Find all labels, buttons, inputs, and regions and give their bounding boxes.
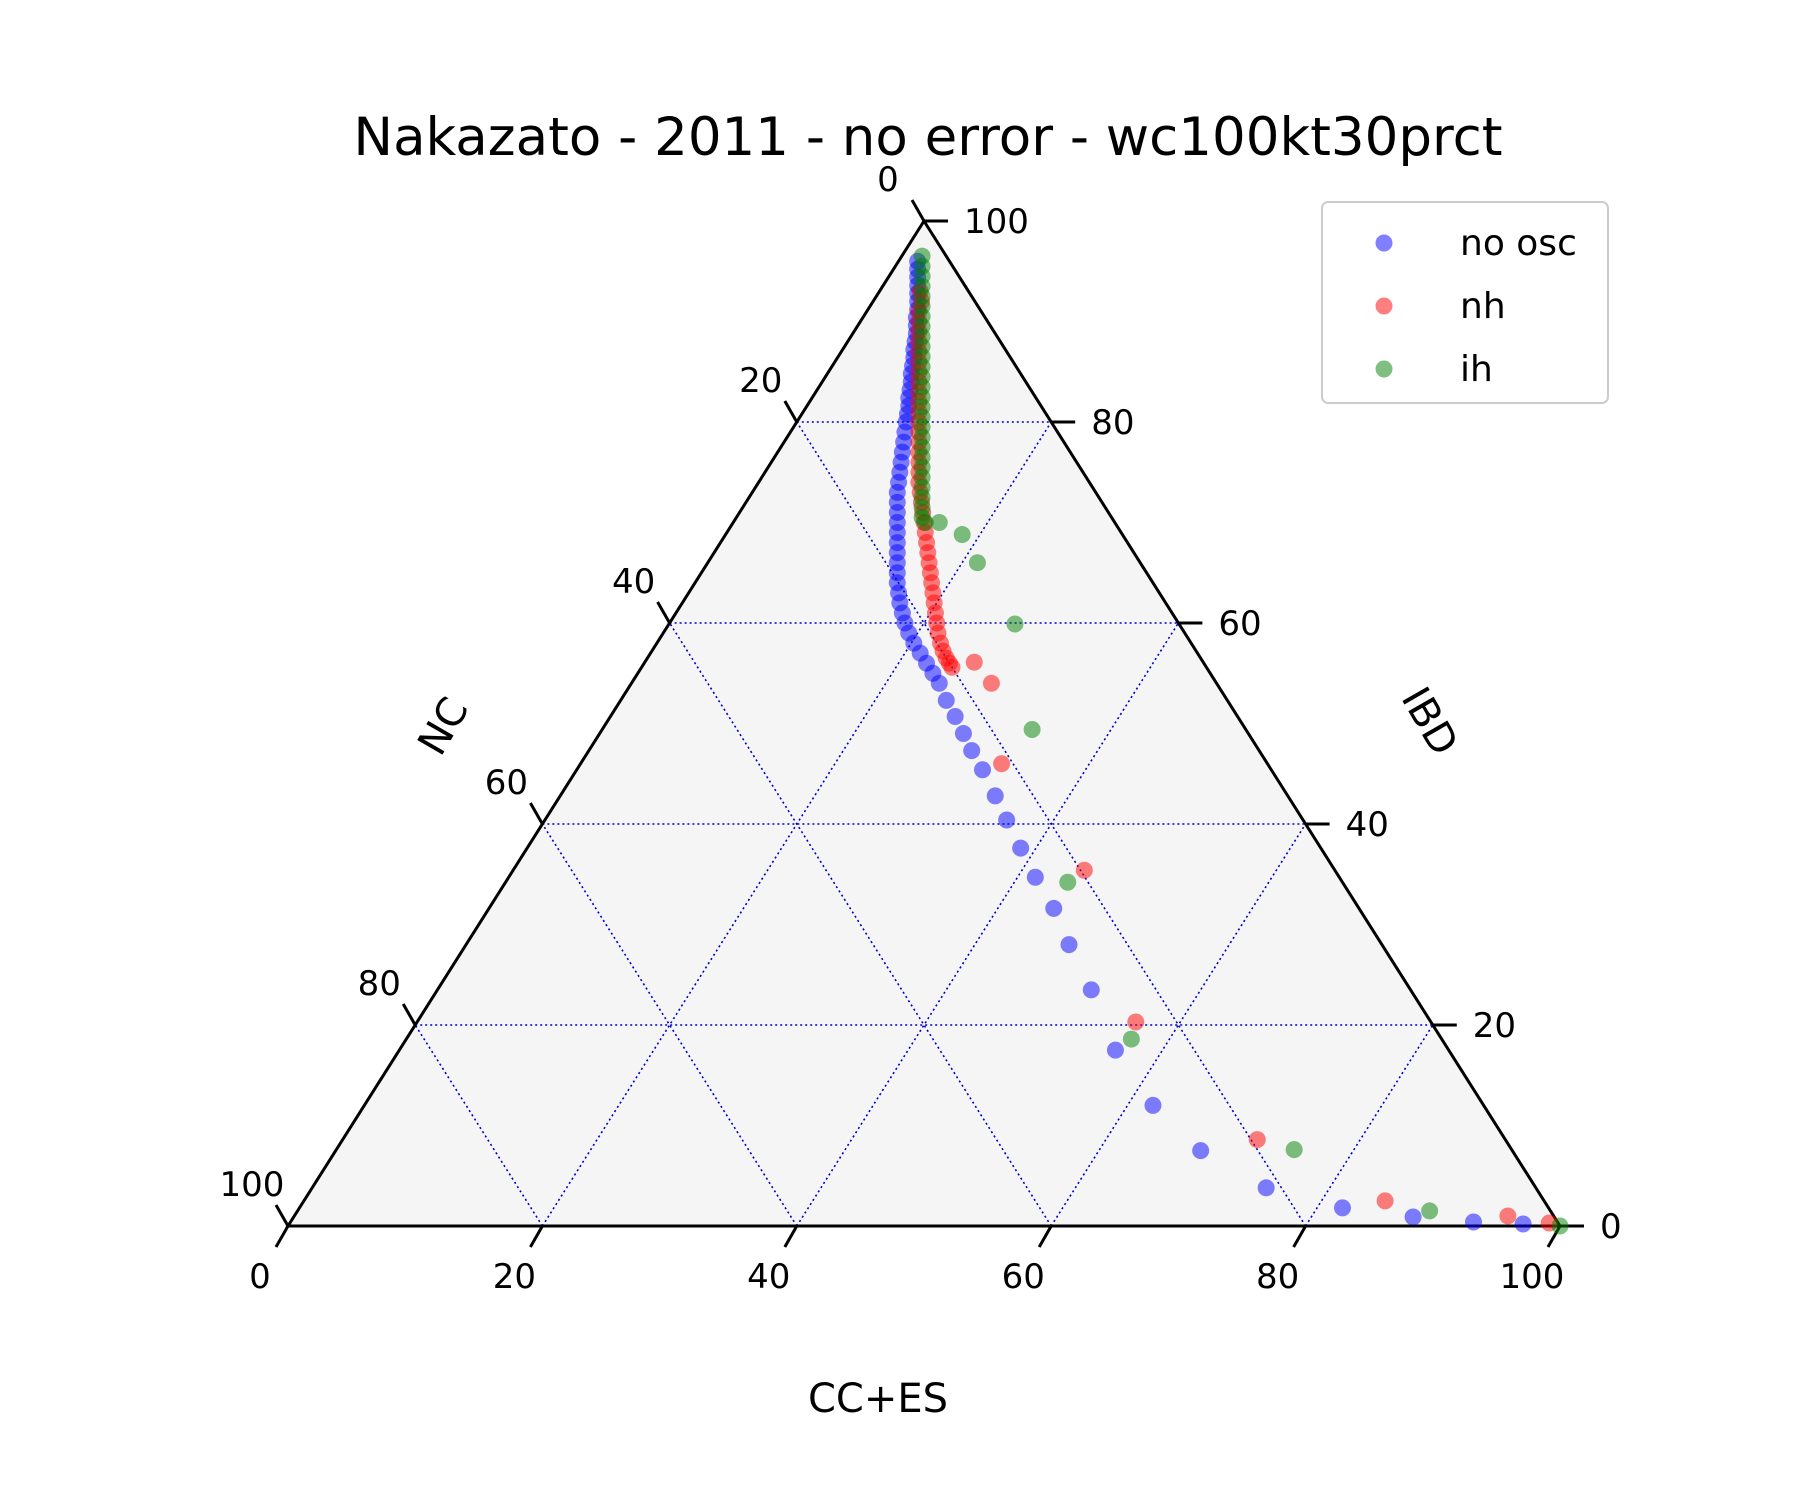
legend-label: ih xyxy=(1460,349,1493,390)
data-point xyxy=(930,514,948,531)
bottom-axis-ticks: 0 20 40 60 80 100 xyxy=(249,1225,1565,1297)
bottom-tick xyxy=(529,1225,544,1248)
data-point xyxy=(1514,1215,1532,1233)
data-point xyxy=(1059,873,1077,891)
triangle-background xyxy=(288,221,1560,1226)
left-tick-label: 20 xyxy=(739,361,782,401)
data-point xyxy=(965,653,983,671)
left-tick xyxy=(274,1204,290,1227)
data-point xyxy=(1026,868,1044,886)
legend-marker xyxy=(1375,360,1393,378)
data-point xyxy=(1421,1202,1439,1220)
data-point xyxy=(1285,1141,1303,1159)
data-point xyxy=(998,811,1016,829)
right-tick-label: 80 xyxy=(1091,403,1134,443)
legend-marker xyxy=(1375,297,1393,315)
chart-title: Nakazato - 2011 - no error - wc100kt30pr… xyxy=(353,107,1502,168)
bottom-tick-label: 80 xyxy=(1256,1257,1299,1297)
data-point xyxy=(954,725,972,743)
left-tick-label: 100 xyxy=(220,1165,285,1205)
scatter-points xyxy=(888,247,1569,1235)
data-point xyxy=(1551,1217,1569,1235)
data-point xyxy=(968,554,986,572)
plot-area xyxy=(285,218,1563,1228)
data-point xyxy=(1465,1213,1483,1231)
left-axis-ticks: 0 20 40 60 80 100 xyxy=(220,160,926,1227)
grid-lines xyxy=(414,421,1434,1227)
legend-box xyxy=(1321,201,1609,404)
left-tick-label: 0 xyxy=(877,160,899,200)
left-tick xyxy=(529,802,544,825)
bottom-tick-label: 60 xyxy=(1002,1257,1045,1297)
data-point xyxy=(1248,1131,1266,1149)
data-point xyxy=(1082,981,1100,999)
right-tick-label: 100 xyxy=(964,202,1029,242)
grid-line xyxy=(1050,823,1307,1227)
left-axis-label: NC xyxy=(409,690,478,763)
data-point xyxy=(1106,1041,1124,1059)
left-tick xyxy=(910,199,926,222)
bottom-axis-label: CC+ES xyxy=(808,1376,948,1422)
grid-line xyxy=(541,823,798,1227)
grid-line xyxy=(796,622,1180,1227)
data-point xyxy=(1045,899,1063,917)
data-point xyxy=(916,514,934,531)
data-point xyxy=(946,707,964,725)
data-point xyxy=(1144,1096,1162,1114)
legend: no osc nh ih xyxy=(1321,201,1609,404)
legend-label: nh xyxy=(1460,286,1506,327)
bottom-tick-label: 20 xyxy=(493,1257,536,1297)
left-tick-label: 60 xyxy=(485,763,528,803)
bottom-tick xyxy=(1292,1225,1307,1248)
data-point xyxy=(963,742,981,760)
data-point xyxy=(953,526,971,544)
data-point xyxy=(1060,936,1078,954)
data-point xyxy=(930,674,948,692)
data-point xyxy=(986,787,1004,805)
data-point xyxy=(993,755,1011,773)
data-point xyxy=(1122,1030,1140,1048)
grid-line xyxy=(668,622,1052,1227)
right-tick-label: 40 xyxy=(1346,805,1389,845)
data-point xyxy=(1127,1013,1145,1031)
data-point xyxy=(1376,1192,1394,1210)
bottom-tick-label: 0 xyxy=(249,1257,271,1297)
data-point xyxy=(1075,861,1093,879)
right-axis-ticks: 0 20 40 60 80 100 xyxy=(924,202,1622,1247)
left-tick xyxy=(401,1003,417,1026)
data-point xyxy=(937,691,955,709)
data-point xyxy=(943,658,961,676)
legend-items: no osc nh ih xyxy=(1375,223,1577,390)
series-ih xyxy=(913,247,1569,1235)
right-axis-label: IBD xyxy=(1392,680,1467,764)
bottom-tick xyxy=(783,1225,799,1248)
data-point xyxy=(1012,839,1030,857)
right-tick-label: 20 xyxy=(1473,1006,1516,1046)
data-point xyxy=(1333,1199,1351,1217)
grid-line xyxy=(796,421,1307,1227)
right-tick-label: 0 xyxy=(1600,1207,1622,1247)
left-tick xyxy=(656,601,671,624)
left-tick-label: 80 xyxy=(358,964,401,1004)
data-point xyxy=(1499,1207,1517,1225)
data-point xyxy=(1404,1208,1422,1226)
triangle-frame xyxy=(285,218,1563,1228)
data-point xyxy=(1192,1142,1210,1160)
data-point xyxy=(1006,615,1024,633)
bottom-tick xyxy=(274,1225,290,1248)
legend-marker xyxy=(1375,234,1393,252)
data-point xyxy=(1257,1179,1275,1197)
bottom-tick xyxy=(1037,1225,1053,1248)
bottom-tick-label: 100 xyxy=(1500,1257,1565,1297)
left-tick-label: 40 xyxy=(612,562,655,602)
data-point xyxy=(1023,721,1041,739)
left-tick xyxy=(783,400,799,423)
legend-label: no osc xyxy=(1460,223,1577,264)
right-tick-label: 60 xyxy=(1218,604,1261,644)
bottom-tick-label: 40 xyxy=(747,1257,790,1297)
data-point xyxy=(982,674,1000,692)
data-point xyxy=(974,761,992,779)
